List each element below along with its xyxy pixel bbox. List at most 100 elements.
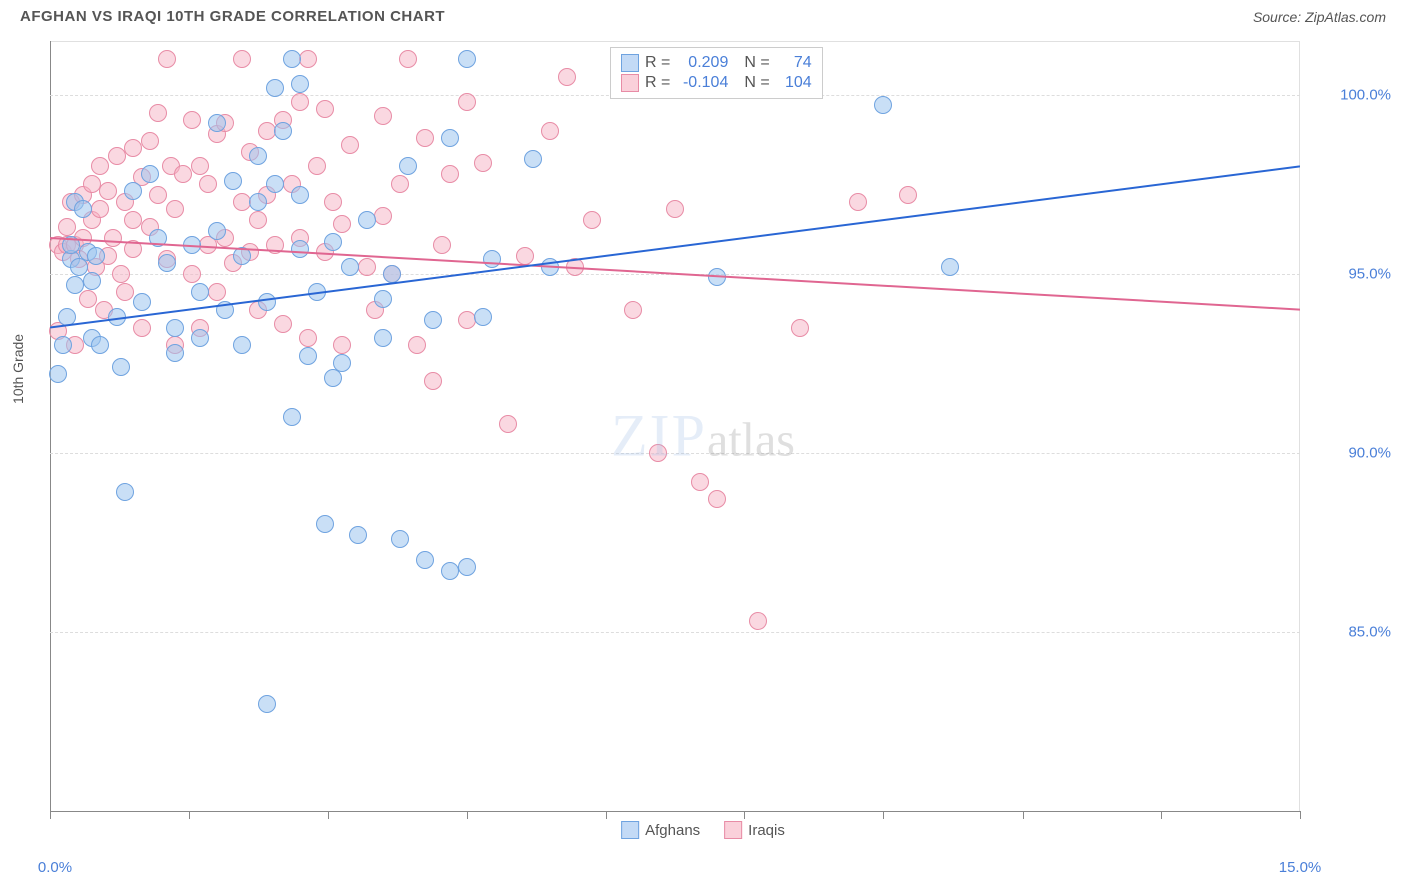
stats-row: R = 0.209 N = 74 (621, 54, 812, 72)
x-tick (606, 811, 607, 819)
stats-n-label: N = (744, 74, 769, 92)
data-point-afghans (383, 265, 401, 283)
x-tick (883, 811, 884, 819)
data-point-afghans (266, 175, 284, 193)
data-point-afghans (333, 354, 351, 372)
data-point-afghans (458, 558, 476, 576)
data-point-iraqis (341, 136, 359, 154)
data-point-iraqis (624, 301, 642, 319)
data-point-iraqis (849, 193, 867, 211)
data-point-afghans (112, 358, 130, 376)
x-tick (467, 811, 468, 819)
data-point-iraqis (899, 186, 917, 204)
y-tick-label: 90.0% (1348, 444, 1391, 461)
data-point-iraqis (566, 258, 584, 276)
data-point-iraqis (183, 265, 201, 283)
data-point-afghans (208, 114, 226, 132)
data-point-afghans (308, 283, 326, 301)
data-point-iraqis (274, 315, 292, 333)
data-point-iraqis (58, 218, 76, 236)
data-point-afghans (66, 276, 84, 294)
data-point-afghans (124, 182, 142, 200)
data-point-iraqis (124, 139, 142, 157)
data-point-afghans (158, 254, 176, 272)
stats-swatch (621, 74, 639, 92)
data-point-iraqis (174, 165, 192, 183)
data-point-afghans (249, 147, 267, 165)
data-point-iraqis (166, 200, 184, 218)
data-point-iraqis (558, 68, 576, 86)
data-point-iraqis (324, 193, 342, 211)
data-point-iraqis (108, 147, 126, 165)
y-axis-label: 10th Grade (10, 334, 26, 404)
legend-swatch (724, 821, 742, 839)
data-point-iraqis (316, 100, 334, 118)
data-point-iraqis (374, 207, 392, 225)
data-point-afghans (391, 530, 409, 548)
data-point-afghans (399, 157, 417, 175)
data-point-afghans (191, 283, 209, 301)
stats-n-label: N = (744, 54, 769, 72)
data-point-iraqis (199, 175, 217, 193)
data-point-afghans (91, 336, 109, 354)
data-point-afghans (149, 229, 167, 247)
data-point-afghans (941, 258, 959, 276)
data-point-afghans (133, 293, 151, 311)
data-point-afghans (49, 365, 67, 383)
data-point-iraqis (249, 211, 267, 229)
data-point-iraqis (433, 236, 451, 254)
stats-row: R = -0.104 N = 104 (621, 74, 812, 92)
x-tick (1161, 811, 1162, 819)
stats-swatch (621, 54, 639, 72)
data-point-afghans (349, 526, 367, 544)
legend-item: Iraqis (724, 821, 785, 839)
x-tick (50, 811, 51, 819)
data-point-iraqis (474, 154, 492, 172)
data-point-afghans (116, 483, 134, 501)
data-point-afghans (541, 258, 559, 276)
data-point-afghans (291, 186, 309, 204)
data-point-iraqis (333, 215, 351, 233)
data-point-iraqis (79, 290, 97, 308)
data-point-afghans (208, 222, 226, 240)
data-point-afghans (458, 50, 476, 68)
data-point-iraqis (458, 311, 476, 329)
chart-title: AFGHAN VS IRAQI 10TH GRADE CORRELATION C… (20, 8, 445, 25)
y-tick-label: 85.0% (1348, 623, 1391, 640)
data-point-afghans (58, 308, 76, 326)
data-point-afghans (474, 308, 492, 326)
data-point-afghans (274, 122, 292, 140)
data-point-iraqis (541, 122, 559, 140)
data-point-afghans (358, 211, 376, 229)
data-point-iraqis (333, 336, 351, 354)
data-point-iraqis (374, 107, 392, 125)
stats-n-value: 104 (776, 74, 812, 92)
data-point-iraqis (91, 200, 109, 218)
data-point-afghans (249, 193, 267, 211)
data-point-iraqis (666, 200, 684, 218)
data-point-afghans (416, 551, 434, 569)
data-point-afghans (483, 250, 501, 268)
data-point-afghans (166, 319, 184, 337)
data-point-afghans (283, 408, 301, 426)
data-point-iraqis (408, 336, 426, 354)
data-point-iraqis (133, 319, 151, 337)
x-tick (1300, 811, 1301, 819)
x-tick (744, 811, 745, 819)
stats-r-label: R = (645, 54, 670, 72)
bottom-legend: Afghans Iraqis (621, 821, 785, 839)
data-point-afghans (216, 301, 234, 319)
data-point-afghans (266, 79, 284, 97)
legend-swatch (621, 821, 639, 839)
x-axis-line (50, 811, 1300, 812)
data-point-afghans (299, 347, 317, 365)
data-point-iraqis (266, 236, 284, 254)
data-point-afghans (183, 236, 201, 254)
data-point-afghans (374, 290, 392, 308)
data-point-iraqis (158, 50, 176, 68)
data-point-afghans (316, 515, 334, 533)
data-point-iraqis (308, 157, 326, 175)
data-point-iraqis (112, 265, 130, 283)
data-point-iraqis (299, 50, 317, 68)
data-point-afghans (708, 268, 726, 286)
